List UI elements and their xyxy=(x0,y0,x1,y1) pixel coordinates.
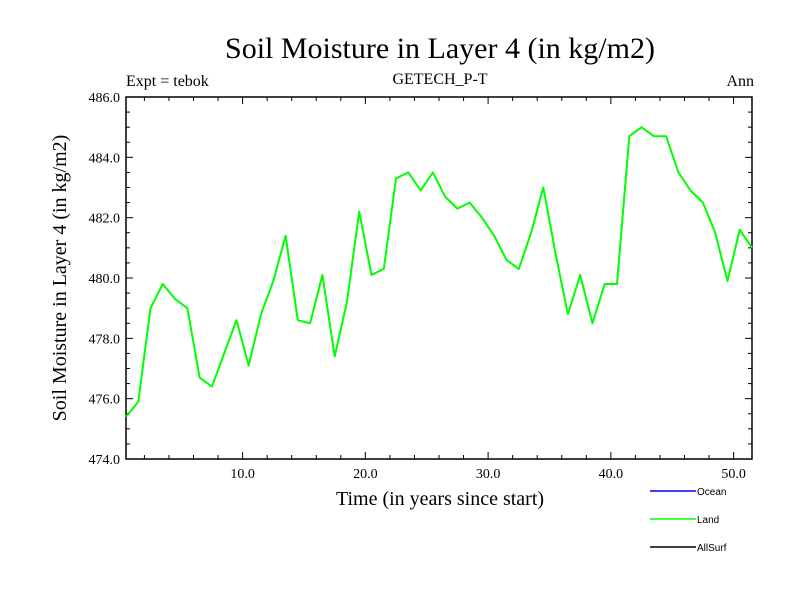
y-tick-label: 486.0 xyxy=(89,91,121,106)
legend-label-land: Land xyxy=(697,515,719,526)
y-tick-label: 480.0 xyxy=(89,272,121,287)
subtitle-right: Ann xyxy=(726,73,754,90)
y-tick-labels: 474.0 476.0 478.0 480.0 482.0 484.0 486.0 xyxy=(89,91,121,468)
y-tick-label: 476.0 xyxy=(89,393,121,408)
y-tick-label: 482.0 xyxy=(89,212,121,227)
series-group xyxy=(125,126,753,418)
x-axis-label: Time (in years since start) xyxy=(336,488,544,510)
x-tick-label: 30.0 xyxy=(476,467,501,482)
y-axis-label: Soil Moisture in Layer 4 (in kg/m2) xyxy=(49,135,71,422)
x-tick-label: 40.0 xyxy=(599,467,624,482)
x-tick-label: 10.0 xyxy=(230,467,255,482)
x-tick-label: 20.0 xyxy=(353,467,378,482)
x-tick-label: 50.0 xyxy=(721,467,746,482)
y-tick-label: 478.0 xyxy=(89,332,121,347)
legend-label-ocean: Ocean xyxy=(697,487,726,498)
x-tick-labels: 10.0 20.0 30.0 40.0 50.0 xyxy=(230,467,745,482)
legend-label-allsurf: AllSurf xyxy=(697,543,727,554)
axis-ticks xyxy=(126,96,752,460)
subtitle-center: GETECH_P-T xyxy=(392,71,487,88)
plot-frame xyxy=(125,96,753,460)
series-line-land xyxy=(125,126,753,418)
chart-title: Soil Moisture in Layer 4 (in kg/m2) xyxy=(225,32,655,65)
y-tick-label: 474.0 xyxy=(89,453,121,468)
subtitle-left: Expt = tebok xyxy=(126,73,209,90)
y-tick-label: 484.0 xyxy=(89,151,121,166)
legend: Ocean Land AllSurf xyxy=(650,487,727,554)
plot-area xyxy=(125,96,753,460)
